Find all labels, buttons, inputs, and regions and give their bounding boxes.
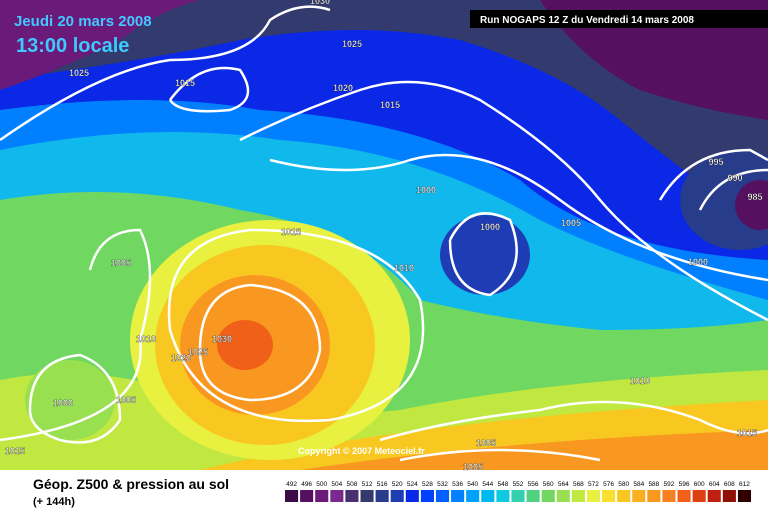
legend-swatch — [722, 490, 736, 502]
legend-label: 600 — [694, 481, 705, 488]
legend-swatch — [481, 490, 495, 502]
isobar-label: 1025 — [69, 68, 89, 78]
legend-swatch — [647, 490, 661, 502]
isobar-label: 1005 — [111, 258, 131, 268]
legend-label: 500 — [316, 481, 327, 488]
legend-label: 584 — [633, 481, 644, 488]
legend-swatch — [435, 490, 450, 502]
legend-swatch — [466, 490, 480, 502]
legend-label: 516 — [377, 481, 388, 488]
legend-label: 612 — [739, 481, 750, 488]
legend-swatch — [345, 490, 359, 502]
legend-swatch — [405, 490, 419, 502]
isobar-label: 1010 — [136, 334, 156, 344]
isobar-label: 1020 — [333, 83, 353, 93]
run-label: Run NOGAPS 12 Z du Vendredi 14 mars 2008 — [480, 15, 694, 26]
legend-swatch — [330, 490, 344, 502]
legend-label: 540 — [467, 481, 478, 488]
isobar-label: 1000 — [416, 185, 436, 195]
legend-label: 588 — [648, 481, 659, 488]
run-banner — [470, 10, 768, 28]
isobar-label: 1025 — [188, 347, 208, 357]
legend-swatch — [541, 490, 555, 502]
legend-label: 592 — [664, 481, 675, 488]
legend-swatch — [496, 490, 510, 502]
legend-swatch — [375, 490, 389, 502]
isobar-label: 1000 — [688, 257, 708, 267]
isobar-label: 1005 — [116, 395, 136, 405]
legend-label: 544 — [482, 481, 493, 488]
legend-label: 528 — [422, 481, 433, 488]
legend-swatch — [300, 490, 314, 502]
legend-label: 536 — [452, 481, 463, 488]
footer-title: Géop. Z500 & pression au sol — [33, 476, 229, 492]
legend-swatch — [677, 490, 691, 502]
isobar-label: 1015 — [175, 78, 195, 88]
isobar-label: 1000 — [480, 222, 500, 232]
legend-label: 548 — [497, 481, 508, 488]
isobar-label: 1000 — [53, 398, 73, 408]
isobar-label: 1025 — [342, 39, 362, 49]
legend-swatch — [602, 490, 616, 502]
legend-label: 512 — [362, 481, 373, 488]
isobars — [0, 5, 768, 462]
isobar-label: 1030 — [212, 334, 232, 344]
legend-swatch — [390, 490, 404, 502]
map-background — [0, 0, 768, 470]
legend-label: 496 — [301, 481, 312, 488]
isobar-label: 1015 — [5, 446, 25, 456]
legend-label: 552 — [513, 481, 524, 488]
legend-label: 572 — [588, 481, 599, 488]
isobar-label: 1015 — [737, 428, 757, 438]
legend-swatch — [617, 490, 631, 502]
legend-label: 608 — [724, 481, 735, 488]
footer-subtitle: (+ 144h) — [33, 496, 75, 508]
legend-label: 508 — [347, 481, 358, 488]
legend-label: 524 — [407, 481, 418, 488]
legend-swatch — [526, 490, 540, 502]
legend-swatch — [662, 490, 676, 502]
legend-label: 568 — [573, 481, 584, 488]
legend-swatch — [632, 490, 646, 502]
isobar-label: 1030 — [310, 0, 330, 6]
copyright: Copyright © 2007 Meteociel.fr — [298, 446, 425, 456]
isobar-label: 1005 — [561, 218, 581, 228]
legend-swatch — [285, 490, 299, 502]
time-label: 13:00 locale — [16, 35, 129, 57]
legend-swatch — [315, 490, 329, 502]
isobar-label: 1010 — [630, 376, 650, 386]
isobar-label: 1020 — [171, 353, 191, 363]
isobar-label: 1015 — [281, 227, 301, 237]
isobar-label: 995 — [708, 157, 723, 167]
legend-label: 504 — [331, 481, 342, 488]
legend-swatch — [692, 490, 706, 502]
isobar-label: 985 — [747, 192, 762, 202]
isobar-label: 1005 — [476, 438, 496, 448]
legend-label: 556 — [528, 481, 539, 488]
legend-label: 564 — [558, 481, 569, 488]
isobar-label: 1010 — [394, 263, 414, 273]
legend-swatch — [737, 490, 751, 502]
legend-label: 520 — [392, 481, 403, 488]
legend-swatch — [571, 490, 585, 502]
legend-swatch — [556, 490, 570, 502]
isobar-label: 1005 — [463, 462, 483, 472]
legend-label: 580 — [618, 481, 629, 488]
legend-swatch — [511, 490, 525, 502]
date-label: Jeudi 20 mars 2008 — [14, 13, 152, 30]
legend-swatch — [420, 490, 434, 502]
legend-label: 532 — [437, 481, 448, 488]
legend-label: 576 — [603, 481, 614, 488]
isobar-label: 990 — [727, 173, 742, 183]
legend-label: 604 — [709, 481, 720, 488]
legend-swatch — [707, 490, 721, 502]
legend-swatch — [586, 490, 601, 502]
legend-label: 560 — [543, 481, 554, 488]
legend-label: 596 — [679, 481, 690, 488]
legend-swatch — [360, 490, 374, 502]
isobar-label: 1015 — [380, 100, 400, 110]
legend-swatch — [451, 490, 465, 502]
legend-label: 492 — [286, 481, 297, 488]
